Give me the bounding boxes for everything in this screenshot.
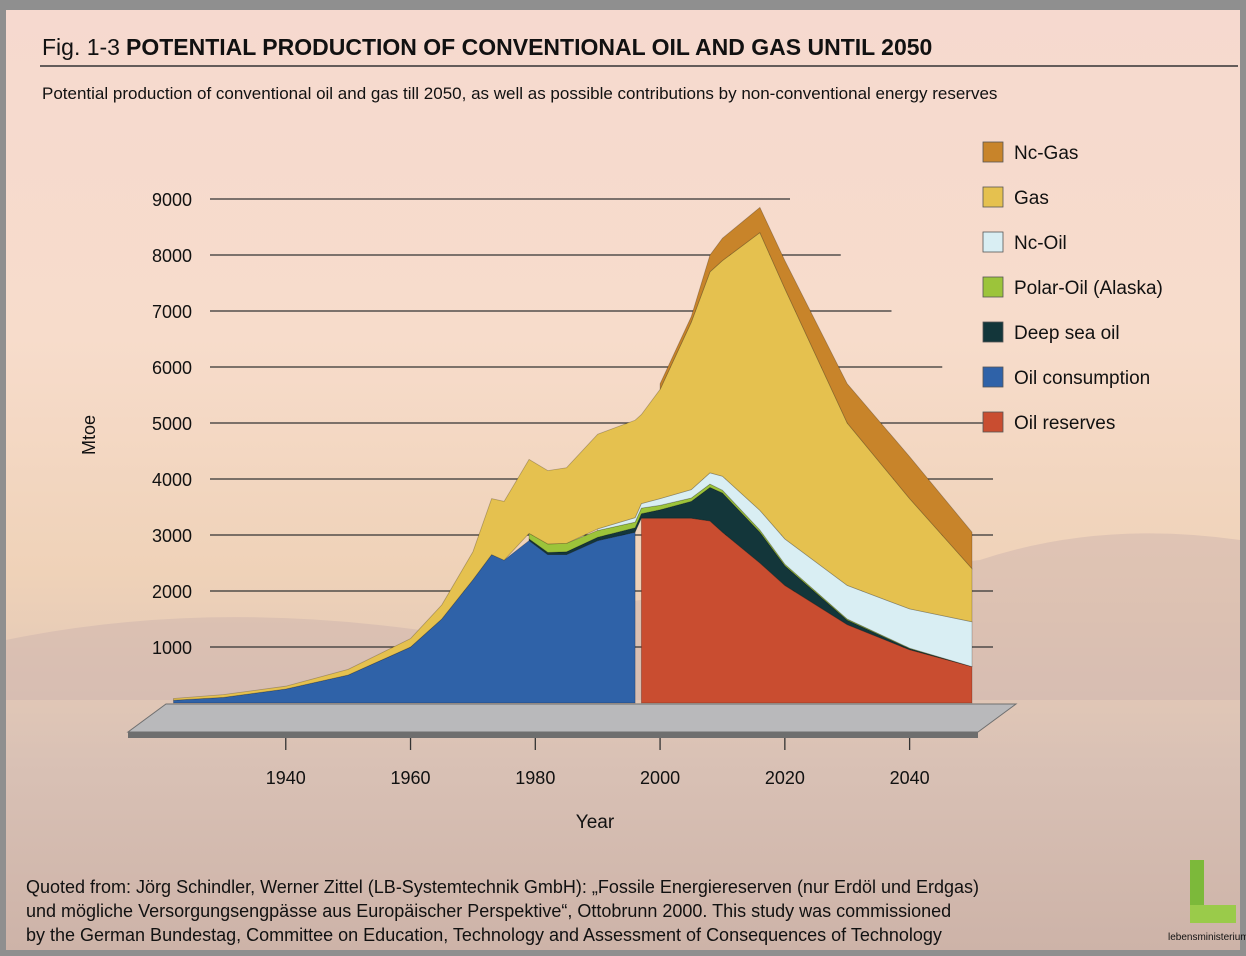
source: Quoted from: Jörg Schindler, Werner Zitt…	[26, 877, 979, 945]
x-tick-label: 1980	[515, 768, 555, 788]
legend-swatch	[982, 141, 1004, 163]
areas	[173, 206, 973, 704]
x-tick-label: 2000	[640, 768, 680, 788]
x-tick-label: 1940	[266, 768, 306, 788]
legend-label: Nc-Gas	[1014, 143, 1078, 164]
y-tick-label: 1000	[152, 638, 192, 658]
x-axis-label: Year	[576, 812, 615, 833]
logo-text: lebensministerium.at	[1168, 932, 1246, 943]
y-tick-label: 8000	[152, 246, 192, 266]
y-tick-label: 3000	[152, 526, 192, 546]
legend-swatch	[982, 366, 1004, 388]
y-tick-label: 5000	[152, 414, 192, 434]
figure-label: Fig. 1-3	[42, 34, 120, 60]
title-text: POTENTIAL PRODUCTION OF CONVENTIONAL OIL…	[126, 34, 932, 60]
legend-swatch	[982, 186, 1004, 208]
source-line: und mögliche Versorgungsengpässe aus Eur…	[26, 901, 951, 921]
y-tick-label: 4000	[152, 470, 192, 490]
legend-label: Polar-Oil (Alaska)	[1014, 278, 1163, 299]
y-tick-label: 6000	[152, 358, 192, 378]
legend-swatch	[982, 276, 1004, 298]
y-axis-label: Mtoe	[79, 415, 99, 455]
logo-mark	[1190, 905, 1236, 923]
x-tick-label: 2040	[890, 768, 930, 788]
area	[173, 231, 973, 701]
floor-edge	[128, 732, 978, 738]
legend-label: Nc-Oil	[1014, 233, 1067, 254]
subtitle: Potential production of conventional oil…	[42, 84, 997, 103]
source-line: by the German Bundestag, Committee on Ed…	[26, 925, 942, 945]
chart-title: Fig. 1-3 POTENTIAL PRODUCTION OF CONVENTI…	[42, 34, 932, 60]
legend-swatch	[982, 321, 1004, 343]
legend-label: Gas	[1014, 188, 1049, 209]
area	[528, 483, 973, 667]
legend-label: Oil consumption	[1014, 368, 1150, 389]
y-tick-label: 2000	[152, 582, 192, 602]
x-tick-label: 2020	[765, 768, 805, 788]
y-tick-label: 7000	[152, 302, 192, 322]
x-tick-label: 1960	[391, 768, 431, 788]
area	[659, 206, 973, 570]
legend: Nc-Gas Gas Nc-Oil Polar-Oil (Alaska) Deep se…	[982, 141, 1163, 434]
legend-swatch	[982, 231, 1004, 253]
legend-swatch	[982, 411, 1004, 433]
area	[528, 486, 973, 667]
y-tick-label: 9000	[152, 190, 192, 210]
source-line: Quoted from: Jörg Schindler, Werner Zitt…	[26, 877, 979, 897]
legend-label: Deep sea oil	[1014, 323, 1120, 344]
floor	[126, 703, 1018, 733]
legend-label: Oil reserves	[1014, 413, 1115, 434]
logo-mark	[1190, 860, 1204, 915]
